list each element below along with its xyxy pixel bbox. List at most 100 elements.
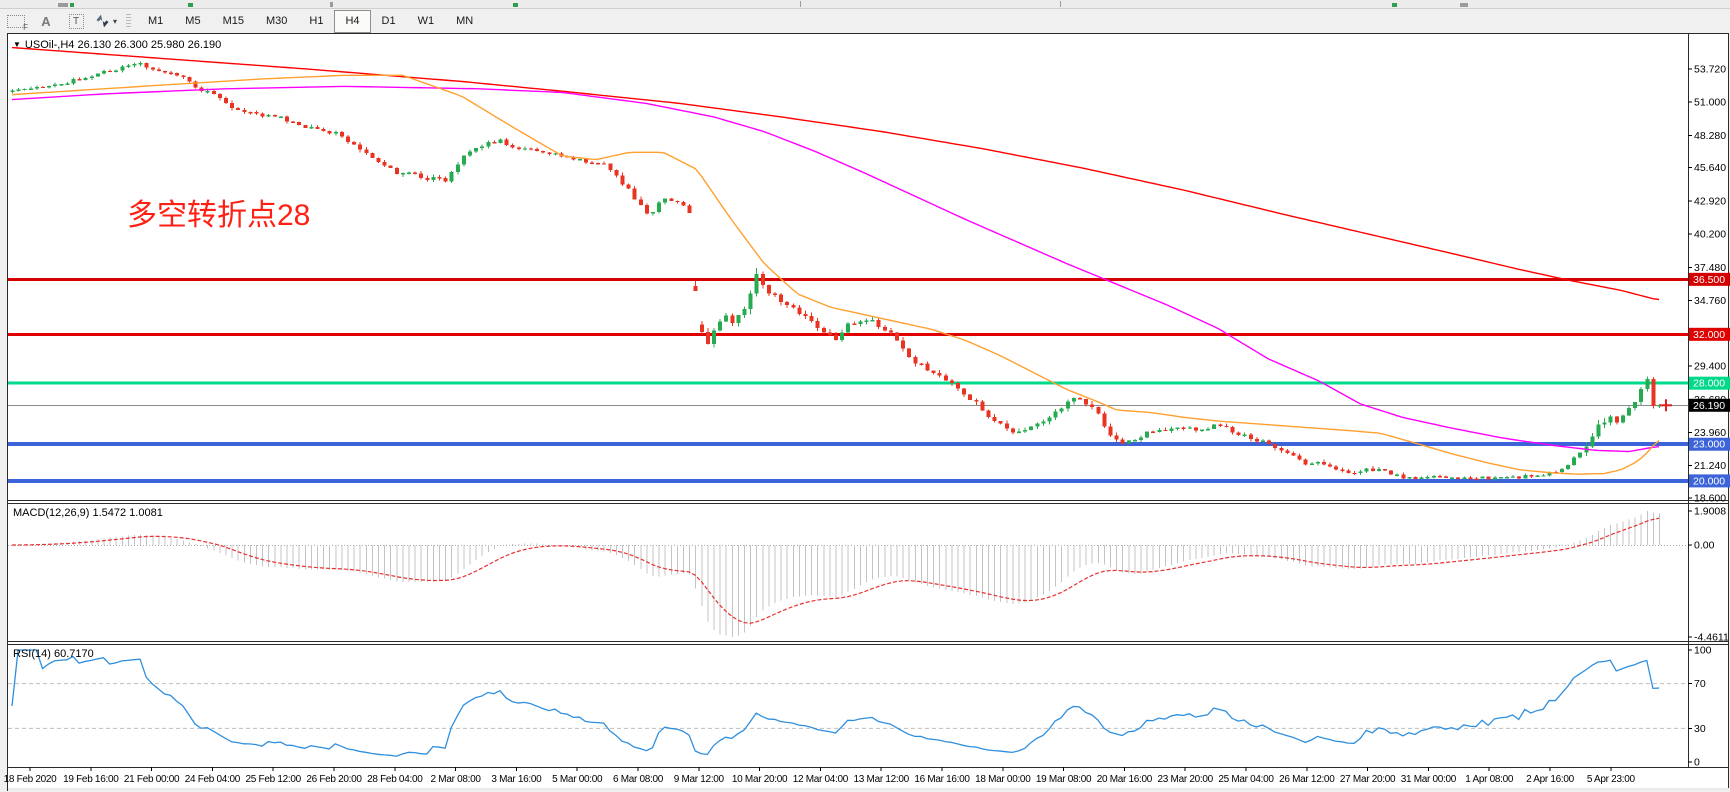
chart-window-frame (7, 33, 1729, 791)
svg-text:19 Mar 08:00: 19 Mar 08:00 (1036, 774, 1092, 785)
ma-line-medium-ma (11, 85, 1660, 453)
price-tags: 36.500 32.000 28.000 23.000 20.000 26.190 (1689, 272, 1730, 488)
svg-text:42.920: 42.920 (1694, 195, 1726, 207)
svg-text:34.760: 34.760 (1694, 295, 1726, 307)
timeframe-button-H4[interactable]: H4 (334, 9, 371, 33)
price-axis-labels: 53.720 51.000 48.280 45.640 42.920 40.200 37.4… (1688, 64, 1726, 504)
drawing-tool-f-icon: F (7, 14, 28, 32)
svg-text:24 Feb 04:00: 24 Feb 04:00 (185, 774, 241, 785)
rsi-line (11, 649, 1660, 757)
svg-text:9 Mar 12:00: 9 Mar 12:00 (674, 774, 725, 785)
time-axis-labels: 18 Feb 2020 19 Feb 16:00 21 Feb 00:00 24 Fe… (4, 767, 1636, 785)
svg-text:18.600: 18.600 (1694, 492, 1726, 504)
svg-text:25 Mar 04:00: 25 Mar 04:00 (1218, 774, 1274, 785)
svg-text:20 Mar 16:00: 20 Mar 16:00 (1097, 774, 1153, 785)
toolbar-fragment (188, 3, 193, 7)
toolbar-fragment (58, 3, 68, 7)
main-chart-pane[interactable] (8, 33, 1688, 498)
timeframe-toolbar: M1 M5 M15 M30 H1 H4 D1 W1 MN (137, 9, 484, 33)
chevron-down-icon: ▾ (112, 16, 117, 26)
svg-text:23.960: 23.960 (1694, 427, 1726, 439)
svg-text:28 Feb 04:00: 28 Feb 04:00 (367, 774, 423, 785)
svg-text:21.240: 21.240 (1694, 460, 1726, 472)
text-tool-button[interactable]: A (32, 10, 60, 32)
svg-text:13 Mar 12:00: 13 Mar 12:00 (854, 774, 910, 785)
svg-text:3 Mar 16:00: 3 Mar 16:00 (491, 774, 542, 785)
timeframe-button-M15[interactable]: M15 (222, 14, 244, 27)
chart-annotation-text[interactable]: 多空转折点28 (127, 199, 311, 232)
svg-text:21 Feb 00:00: 21 Feb 00:00 (124, 774, 180, 785)
svg-text:53.720: 53.720 (1694, 64, 1726, 76)
svg-text:16 Mar 16:00: 16 Mar 16:00 (914, 774, 970, 785)
timeframe-button-M5[interactable]: M5 (185, 14, 201, 27)
svg-text:48.280: 48.280 (1694, 130, 1726, 142)
svg-text:26 Feb 20:00: 26 Feb 20:00 (306, 774, 362, 785)
svg-text:30: 30 (1694, 723, 1706, 735)
drawing-tool-f-button[interactable]: F (2, 10, 30, 32)
timeframe-button-M30[interactable]: M30 (265, 14, 288, 27)
svg-text:45.640: 45.640 (1694, 162, 1726, 174)
macd-signal-line (11, 517, 1660, 624)
svg-text:1.9008: 1.9008 (1694, 506, 1726, 518)
svg-text:-4.4611: -4.4611 (1694, 632, 1729, 644)
timeframe-button-W1[interactable]: W1 (417, 14, 435, 27)
svg-text:51.000: 51.000 (1694, 97, 1726, 109)
horizontal-line-objects[interactable] (8, 277, 1688, 483)
svg-text:19 Feb 16:00: 19 Feb 16:00 (63, 774, 119, 785)
svg-text:0.00: 0.00 (1694, 540, 1715, 552)
rsi-pane[interactable] (8, 646, 1688, 765)
svg-text:2 Mar 08:00: 2 Mar 08:00 (431, 774, 482, 785)
svg-text:28.000: 28.000 (1693, 378, 1725, 390)
symbol-dropdown-arrow-icon[interactable]: ▼ (13, 40, 21, 49)
time-axis[interactable] (8, 767, 1688, 789)
svg-text:26 Mar 12:00: 26 Mar 12:00 (1279, 774, 1335, 785)
pane-splitter-macd[interactable] (0, 498, 1730, 505)
price-axis[interactable] (1688, 33, 1730, 767)
text-tool-icon: A (41, 13, 51, 29)
svg-text:100: 100 (1694, 645, 1712, 657)
symbol-title: ▼ USOil-,H4 26.130 26.300 25.980 26.190 (13, 39, 221, 51)
svg-text:0: 0 (1694, 757, 1700, 769)
svg-text:40.200: 40.200 (1694, 229, 1726, 241)
svg-text:12 Mar 04:00: 12 Mar 04:00 (793, 774, 849, 785)
svg-text:23.000: 23.000 (1693, 439, 1725, 451)
svg-text:6 Mar 08:00: 6 Mar 08:00 (613, 774, 664, 785)
svg-text:37.480: 37.480 (1694, 262, 1726, 274)
timeframe-button-MN[interactable]: MN (456, 14, 474, 27)
svg-text:5 Apr 23:00: 5 Apr 23:00 (1587, 774, 1636, 785)
toolbar-fragment (513, 3, 518, 7)
svg-text:18 Feb 2020: 18 Feb 2020 (4, 774, 58, 785)
timeframe-button-M1[interactable]: M1 (148, 14, 164, 27)
label-tool-icon: T (68, 13, 84, 29)
toolbar-fragment (800, 1, 801, 7)
svg-text:23 Mar 20:00: 23 Mar 20:00 (1158, 774, 1214, 785)
svg-text:27 Mar 20:00: 27 Mar 20:00 (1340, 774, 1396, 785)
svg-text:1 Apr 08:00: 1 Apr 08:00 (1465, 774, 1514, 785)
timeframe-button-H1[interactable]: H1 (309, 14, 324, 27)
svg-text:70: 70 (1694, 678, 1706, 690)
ma-line-slow-ma (11, 46, 1660, 301)
svg-text:36.500: 36.500 (1693, 274, 1725, 286)
timeframe-button-D1[interactable]: D1 (381, 14, 396, 27)
toolbar-fragment (1460, 3, 1468, 7)
label-tool-button[interactable]: T (62, 10, 90, 32)
toolbar-fragment (70, 3, 74, 7)
toolbar-grip[interactable] (126, 13, 131, 29)
toolbar-fragment (330, 2, 333, 7)
toolbar-fragment (1392, 3, 1397, 7)
toolbar-fragment (1060, 1, 1061, 7)
svg-text:25 Feb 12:00: 25 Feb 12:00 (246, 774, 302, 785)
current-price-marker[interactable] (1660, 399, 1672, 412)
ma-line-fast-ma (11, 74, 1660, 475)
arrow-objects-icon (96, 14, 109, 28)
symbol-ohlc-text: USOil-,H4 26.130 26.300 25.980 26.190 (24, 39, 222, 51)
pane-splitter-rsi[interactable] (0, 639, 1730, 646)
arrow-objects-button[interactable]: ▾ (92, 10, 120, 32)
svg-text:2 Apr 16:00: 2 Apr 16:00 (1526, 774, 1575, 785)
svg-text:20.000: 20.000 (1693, 475, 1725, 487)
svg-text:18 Mar 00:00: 18 Mar 00:00 (975, 774, 1031, 785)
svg-text:5 Mar 00:00: 5 Mar 00:00 (552, 774, 603, 785)
macd-pane[interactable] (8, 505, 1688, 639)
